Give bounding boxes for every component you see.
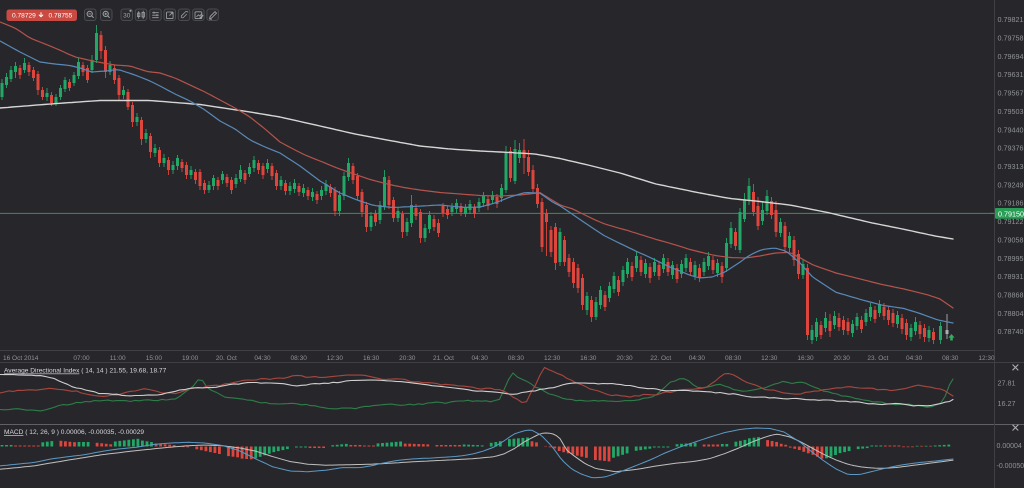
svg-text:16:30: 16:30 — [580, 355, 597, 362]
svg-text:15:00: 15:00 — [146, 355, 163, 362]
svg-text:0.79821: 0.79821 — [998, 15, 1024, 24]
svg-text:0.78729: 0.78729 — [12, 13, 36, 20]
svg-text:16:30: 16:30 — [797, 355, 814, 362]
svg-text:08:30: 08:30 — [291, 355, 308, 362]
svg-text:0.79122: 0.79122 — [998, 217, 1024, 226]
svg-text:0.78995: 0.78995 — [998, 254, 1024, 263]
svg-text:0.78755: 0.78755 — [49, 13, 73, 20]
svg-text:Average Directional Index ( 14: Average Directional Index ( 14, 14 ) 21.… — [4, 368, 167, 375]
svg-text:-0.00050: -0.00050 — [997, 463, 1024, 470]
svg-text:12:30: 12:30 — [978, 355, 995, 362]
svg-text:0.79440: 0.79440 — [998, 125, 1024, 134]
svg-text:0.79376: 0.79376 — [998, 144, 1024, 153]
svg-text:0.79631: 0.79631 — [998, 70, 1024, 79]
svg-text:08:30: 08:30 — [725, 355, 742, 362]
svg-text:22. Oct: 22. Oct — [650, 355, 671, 362]
svg-text:11:00: 11:00 — [110, 355, 126, 362]
svg-text:0.79503: 0.79503 — [998, 107, 1024, 116]
svg-text:0.78740: 0.78740 — [998, 327, 1024, 336]
svg-text:12:30: 12:30 — [327, 355, 344, 362]
svg-text:23. Oct: 23. Oct — [867, 355, 888, 362]
svg-text:MACD ( 12, 26, 9 ) 0.00006, -0: MACD ( 12, 26, 9 ) 0.00006, -0.00035, -0… — [4, 429, 144, 436]
svg-text:07:00: 07:00 — [73, 355, 90, 362]
svg-text:0.78868: 0.78868 — [998, 290, 1024, 299]
svg-text:0.00004: 0.00004 — [997, 443, 1022, 450]
svg-text:08:30: 08:30 — [508, 355, 525, 362]
svg-text:20:30: 20:30 — [616, 355, 633, 362]
svg-text:0.79567: 0.79567 — [998, 89, 1024, 98]
svg-text:08:30: 08:30 — [942, 355, 959, 362]
svg-text:12:30: 12:30 — [761, 355, 778, 362]
svg-text:20:30: 20:30 — [399, 355, 416, 362]
svg-text:16.27: 16.27 — [998, 399, 1016, 408]
svg-text:0.79313: 0.79313 — [998, 162, 1024, 171]
svg-text:0.78804: 0.78804 — [998, 309, 1024, 318]
svg-text:0.79186: 0.79186 — [998, 199, 1024, 208]
svg-text:20:30: 20:30 — [834, 355, 851, 362]
svg-text:0.79249: 0.79249 — [998, 180, 1024, 189]
svg-text:04:30: 04:30 — [689, 355, 706, 362]
svg-text:04:30: 04:30 — [472, 355, 489, 362]
svg-text:0.79058: 0.79058 — [998, 235, 1024, 244]
svg-text:30: 30 — [123, 13, 131, 20]
svg-text:19:00: 19:00 — [182, 355, 199, 362]
svg-text:0.79694: 0.79694 — [998, 52, 1024, 61]
svg-text:16 Oct 2014: 16 Oct 2014 — [3, 355, 39, 362]
svg-text:04:30: 04:30 — [254, 355, 271, 362]
svg-text:04:30: 04:30 — [906, 355, 923, 362]
svg-text:0.79150: 0.79150 — [998, 209, 1024, 218]
svg-text:0.79758: 0.79758 — [998, 34, 1024, 43]
svg-text:16:30: 16:30 — [363, 355, 380, 362]
svg-text:20. Oct: 20. Oct — [216, 355, 237, 362]
svg-text:12:30: 12:30 — [544, 355, 561, 362]
svg-text:27.81: 27.81 — [998, 379, 1016, 388]
svg-text:21. Oct: 21. Oct — [433, 355, 454, 362]
svg-text:0.78931: 0.78931 — [998, 272, 1024, 281]
